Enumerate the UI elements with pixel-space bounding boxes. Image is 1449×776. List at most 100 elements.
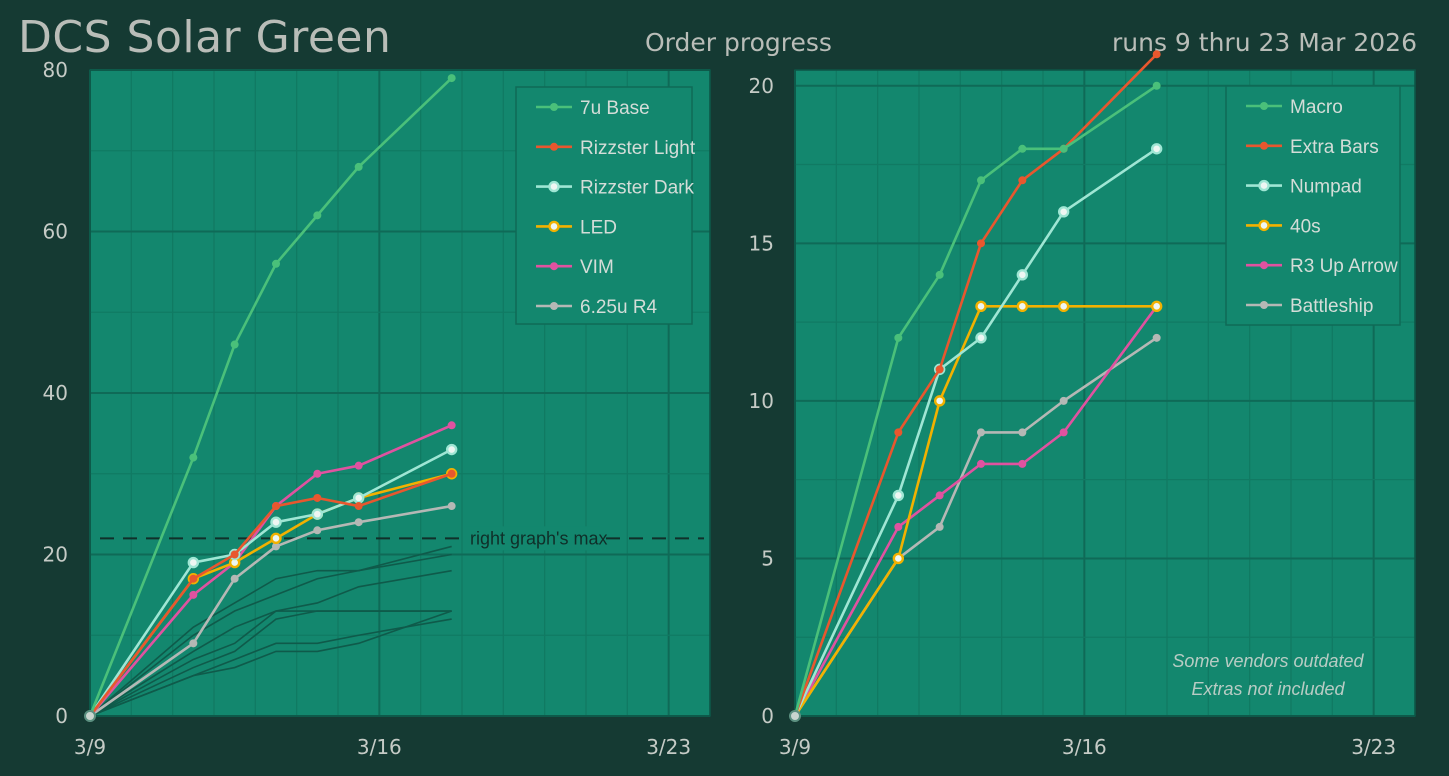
data-point xyxy=(1152,81,1161,90)
data-point xyxy=(445,443,458,456)
data-point xyxy=(977,459,985,468)
chart-panel-2: 0 5 10 15 20 3/9 3/16 3/23 Macro Extra Bars Numpad… xyxy=(749,50,1416,759)
legend: 7u Base Rizzster Light Rizzster Dark LED VIM… xyxy=(515,86,696,325)
plot-border xyxy=(89,69,711,717)
series-group xyxy=(789,50,1163,722)
legend-marker xyxy=(550,302,558,310)
data-point xyxy=(1016,269,1029,281)
legend-label: Battleship xyxy=(1290,296,1373,317)
data-point xyxy=(354,162,363,171)
data-point xyxy=(1018,459,1027,468)
data-point xyxy=(1059,396,1068,405)
legend-marker xyxy=(1258,219,1270,232)
x-tick-label: 3/9 xyxy=(779,735,811,759)
legend-box xyxy=(515,86,693,325)
annotation-text: Extras not included xyxy=(1191,679,1345,699)
data-point xyxy=(1150,143,1163,155)
data-point xyxy=(1150,300,1163,313)
data-point xyxy=(894,522,903,531)
data-point xyxy=(447,74,456,83)
data-point xyxy=(189,574,198,583)
data-point xyxy=(1057,206,1070,218)
chart-subtitle: Order progress xyxy=(645,28,832,57)
reference-line-label: right graph's max xyxy=(470,528,608,548)
data-point xyxy=(189,453,198,462)
legend-marker xyxy=(550,262,558,271)
data-point xyxy=(447,469,456,478)
legend-marker xyxy=(550,103,558,111)
data-point xyxy=(354,461,363,470)
legend-label: 6.25u R4 xyxy=(580,297,658,318)
date-range: runs 9 thru 23 Mar 2026 xyxy=(1111,28,1417,57)
data-point xyxy=(447,502,456,511)
legend-label: VIM xyxy=(580,257,614,278)
y-tick-label: 60 xyxy=(43,220,68,244)
x-tick-label: 3/16 xyxy=(1062,735,1107,759)
y-tick-label: 20 xyxy=(749,74,774,98)
data-point xyxy=(270,516,282,528)
data-point xyxy=(272,542,280,551)
background-series-line xyxy=(89,610,452,717)
annotation-text: Some vendors outdated xyxy=(1172,651,1364,671)
origin-point xyxy=(84,710,96,722)
data-point xyxy=(230,550,239,559)
y-tick-label: 0 xyxy=(55,704,68,728)
data-point xyxy=(892,489,905,502)
background-series-line xyxy=(89,553,452,717)
legend-marker xyxy=(1260,102,1268,110)
data-point xyxy=(189,639,198,648)
data-point xyxy=(313,211,322,220)
data-point xyxy=(230,574,239,583)
chart-panel-1: 0 20 40 60 80 3/9 3/16 3/23 right graph's max 7u … xyxy=(43,58,711,759)
data-point xyxy=(975,332,987,344)
legend-marker xyxy=(550,142,558,151)
data-point xyxy=(447,421,456,430)
legend-label: 7u Base xyxy=(580,98,650,119)
y-tick-label: 5 xyxy=(761,546,774,570)
legend-label: Macro xyxy=(1290,97,1343,118)
data-point xyxy=(272,502,280,511)
data-point xyxy=(1059,428,1068,437)
legend-label: R3 Up Arrow xyxy=(1290,256,1398,277)
legend: Macro Extra Bars Numpad 40s R3 Up Arrow Battl… xyxy=(1225,85,1401,326)
y-tick-label: 40 xyxy=(43,381,68,405)
data-point xyxy=(935,491,944,500)
legend-label: Rizzster Light xyxy=(580,138,696,159)
data-point xyxy=(1057,300,1070,313)
legend-box xyxy=(1225,85,1401,326)
x-tick-label: 3/23 xyxy=(646,735,691,759)
legend-marker xyxy=(1258,179,1270,192)
data-point xyxy=(977,239,985,248)
data-point xyxy=(935,365,944,374)
data-point xyxy=(189,590,198,599)
background-series-line xyxy=(89,610,452,717)
data-point xyxy=(187,556,200,569)
data-point xyxy=(354,502,363,511)
x-tick-label: 3/23 xyxy=(1351,735,1396,759)
y-tick-label: 80 xyxy=(43,58,68,82)
data-point xyxy=(1018,428,1027,437)
data-point xyxy=(933,395,946,407)
data-point xyxy=(977,428,985,437)
data-point xyxy=(1016,300,1029,313)
data-point xyxy=(352,492,365,504)
data-point xyxy=(230,340,239,349)
legend-marker xyxy=(548,220,560,233)
legend-marker xyxy=(1260,141,1268,150)
data-point xyxy=(1059,144,1068,153)
data-point xyxy=(892,552,905,565)
y-tick-label: 0 xyxy=(761,704,774,728)
legend-marker xyxy=(1260,301,1268,309)
data-point xyxy=(935,270,944,279)
x-tick-label: 3/9 xyxy=(74,735,106,759)
legend-label: LED xyxy=(580,217,617,238)
data-point xyxy=(1018,176,1027,185)
legend-marker xyxy=(1260,261,1268,270)
y-tick-label: 15 xyxy=(749,231,774,255)
legend-label: 40s xyxy=(1290,216,1321,237)
data-point xyxy=(977,176,985,185)
reference-label-bg xyxy=(466,526,600,551)
legend-label: Rizzster Dark xyxy=(580,178,695,199)
data-point xyxy=(313,526,322,535)
